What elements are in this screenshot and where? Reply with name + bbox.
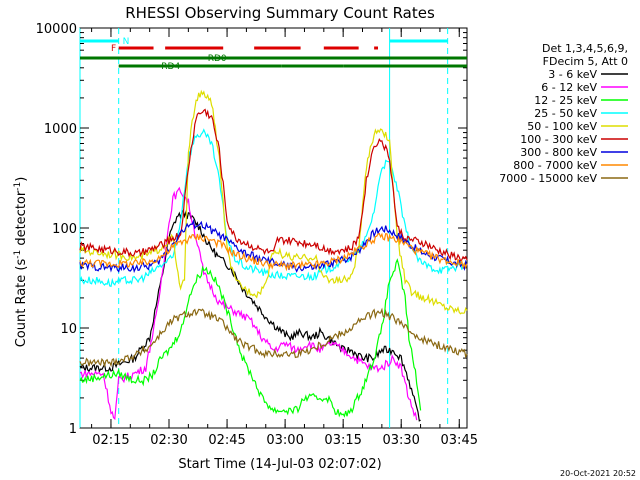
series-line-2	[79, 258, 422, 418]
x-tick-label: 03:15	[324, 433, 361, 448]
legend-label-1: 6 - 12 keV	[541, 81, 597, 94]
x-tick-label: 02:30	[150, 433, 187, 448]
x-tick-label: 03:45	[441, 433, 478, 448]
chart-title: RHESSI Observing Summary Count Rates	[125, 4, 435, 22]
series-line-4	[79, 89, 468, 315]
x-axis-label: Start Time (14-Jul-03 02:07:02)	[178, 457, 381, 472]
legend-header-line-2: FDecim 5, Att 0	[543, 55, 628, 68]
legend-label-0: 3 - 6 keV	[548, 68, 597, 81]
footer-date: 20-Oct-2021 20:52	[560, 469, 636, 478]
y-axis-label-end: )	[14, 177, 29, 182]
y-tick-label: 1000	[44, 122, 77, 137]
legend-label-2: 12 - 25 keV	[534, 94, 597, 107]
y-axis-label-main: Count Rate (s	[14, 259, 29, 348]
y-tick-label: 10000	[36, 22, 77, 37]
legend-header-line-1: Det 1,3,4,5,6,9,	[542, 42, 628, 55]
legend-label-7: 800 - 7000 keV	[513, 159, 597, 172]
y-tick-label: 10	[60, 322, 77, 337]
x-tick-label: 03:30	[382, 433, 419, 448]
series-line-0	[79, 208, 421, 422]
y-tick-label: 100	[52, 222, 77, 237]
series-line-1	[79, 186, 418, 421]
y-axis-label-sup1: -1	[13, 250, 23, 259]
plot-area: 1 10 100 1000 10000 02:15 02:30 02:45 03:00 03:15…	[36, 22, 478, 448]
series-line-8	[79, 307, 468, 368]
series-line-5	[79, 108, 468, 262]
series-line-6	[79, 218, 468, 274]
state-label-f: F	[111, 44, 116, 54]
series-line-3	[79, 128, 468, 288]
state-label-n: N	[123, 37, 130, 47]
legend-label-4: 50 - 100 keV	[527, 120, 597, 133]
y-axis-label: Count Rate (s-1 detector-1)	[13, 177, 29, 348]
y-axis-label-mid: detector	[14, 190, 29, 250]
legend-label-3: 25 - 50 keV	[534, 107, 597, 120]
state-label-rd0: RD0	[208, 54, 227, 64]
y-axis-label-sup2: -1	[13, 182, 23, 191]
legend-label-5: 100 - 300 keV	[520, 133, 597, 146]
series-line-7	[79, 232, 468, 272]
y-tick-label: 1	[69, 422, 77, 437]
x-tick-label: 02:15	[92, 433, 129, 448]
legend-label-8: 7000 - 15000 keV	[499, 172, 597, 185]
plot-frame	[79, 27, 468, 429]
x-tick-label: 02:45	[208, 433, 245, 448]
state-label-rd4: RD4	[161, 62, 180, 72]
legend-label-6: 300 - 800 keV	[520, 146, 597, 159]
x-tick-label: 03:00	[266, 433, 303, 448]
